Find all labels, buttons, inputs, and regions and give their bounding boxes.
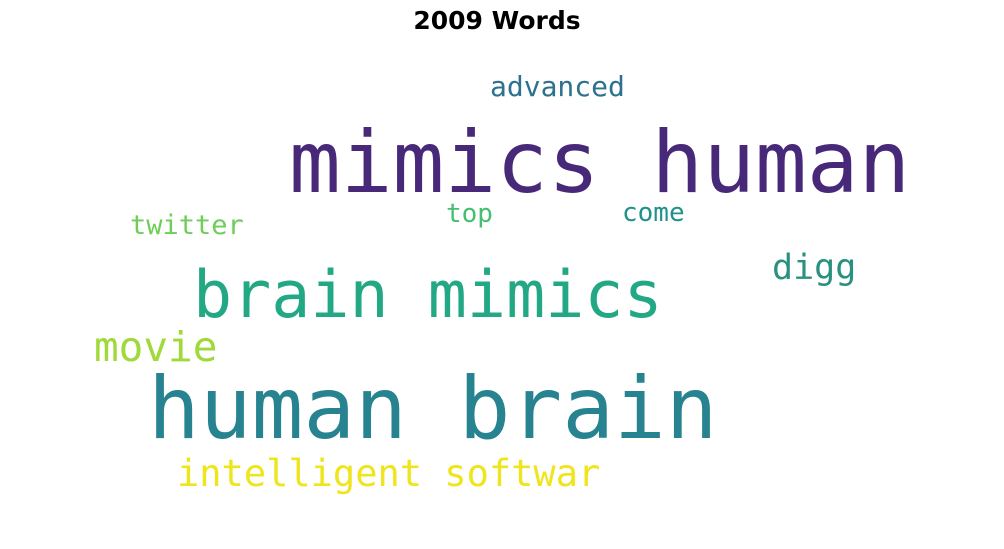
word-advanced: advanced: [490, 70, 625, 103]
word-movie: movie: [94, 323, 218, 371]
word-come: come: [622, 198, 685, 228]
word-twitter: twitter: [130, 210, 244, 241]
word-human-brain: human brain: [148, 359, 718, 459]
wordcloud-title: 2009 Words: [413, 6, 581, 35]
word-brain-mimics: brain mimics: [193, 258, 663, 333]
word-digg: digg: [772, 248, 857, 288]
word-top: top: [446, 199, 493, 229]
word-intelligent-softwar: intelligent softwar: [177, 452, 601, 495]
word-mimics-human: mimics human: [289, 113, 911, 213]
